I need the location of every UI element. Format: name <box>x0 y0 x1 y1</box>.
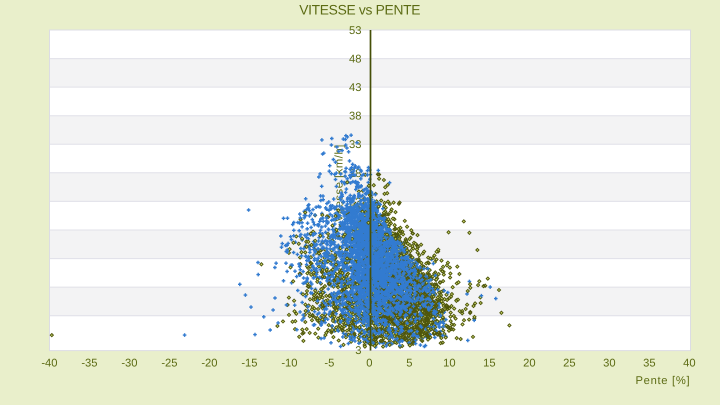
svg-text:33: 33 <box>349 139 361 151</box>
svg-text:VITESSE vs PENTE: VITESSE vs PENTE <box>299 3 420 18</box>
svg-text:10: 10 <box>443 358 455 370</box>
svg-text:-10: -10 <box>281 358 297 370</box>
svg-text:35: 35 <box>643 358 655 370</box>
svg-text:-40: -40 <box>41 358 57 370</box>
svg-text:5: 5 <box>406 358 412 370</box>
svg-text:38: 38 <box>349 111 361 123</box>
svg-text:43: 43 <box>349 82 361 94</box>
svg-text:-35: -35 <box>81 358 97 370</box>
svg-text:30: 30 <box>603 358 615 370</box>
svg-text:48: 48 <box>349 54 361 66</box>
svg-text:0: 0 <box>366 358 372 370</box>
svg-text:-20: -20 <box>201 358 217 370</box>
svg-text:Pente [%]: Pente [%] <box>635 375 690 387</box>
svg-text:25: 25 <box>563 358 575 370</box>
svg-text:40: 40 <box>683 358 695 370</box>
svg-text:-30: -30 <box>121 358 137 370</box>
svg-text:53: 53 <box>349 25 361 37</box>
svg-text:20: 20 <box>523 358 535 370</box>
svg-text:15: 15 <box>483 358 495 370</box>
svg-text:-25: -25 <box>161 358 177 370</box>
svg-text:-5: -5 <box>324 358 334 370</box>
svg-text:-15: -15 <box>241 358 257 370</box>
svg-text:3: 3 <box>355 345 361 357</box>
